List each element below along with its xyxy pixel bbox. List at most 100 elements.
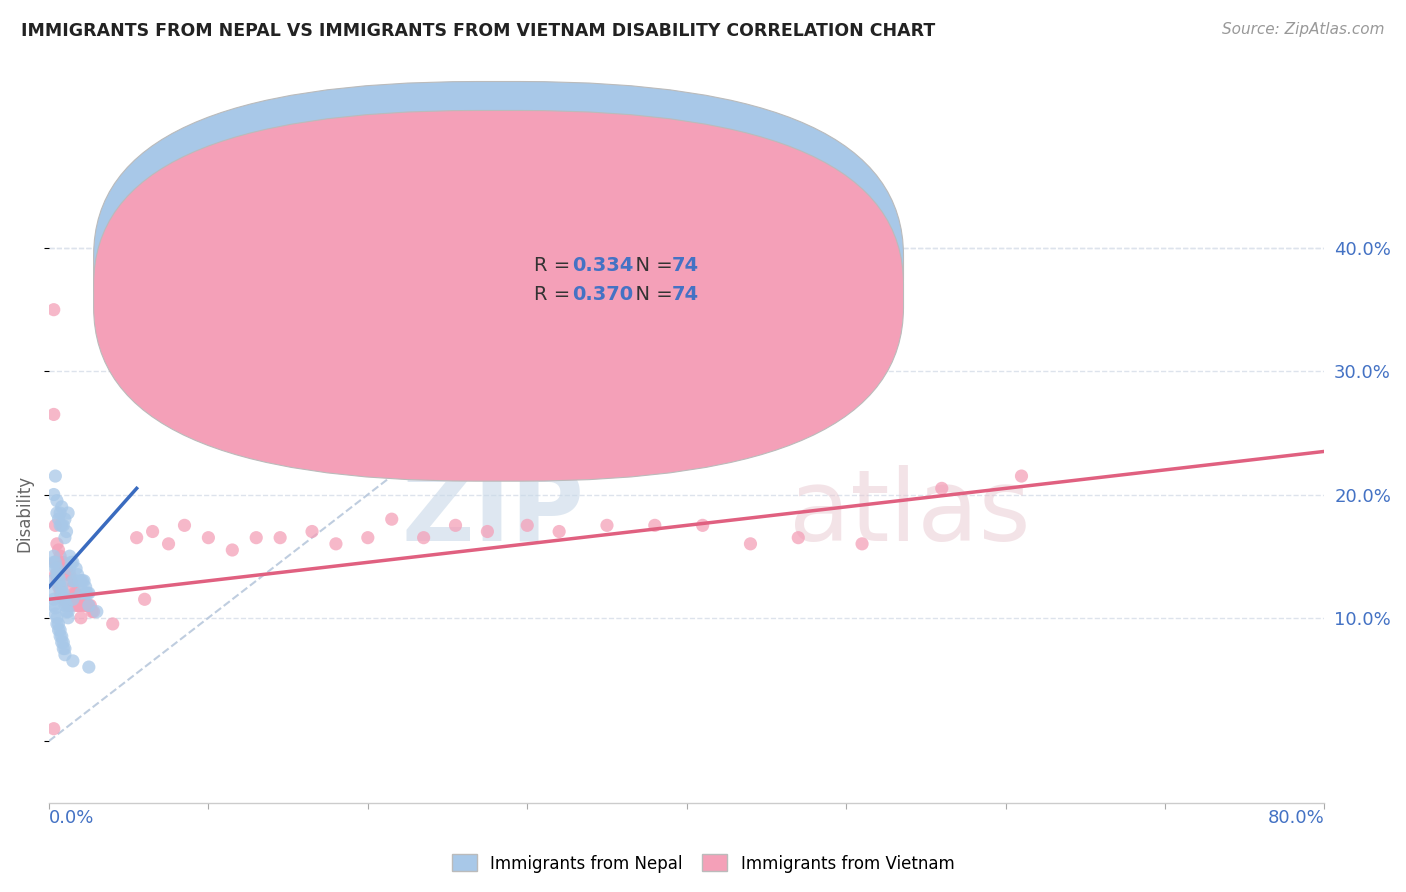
Point — [477, 524, 499, 539]
Point — [53, 599, 76, 613]
Point — [62, 555, 84, 569]
Text: ZIP: ZIP — [402, 465, 585, 562]
Point — [48, 580, 70, 594]
Point — [596, 518, 619, 533]
Point — [51, 586, 73, 600]
Point — [77, 599, 100, 613]
Point — [46, 537, 69, 551]
Point — [75, 580, 97, 594]
Point — [42, 549, 65, 563]
Point — [44, 607, 66, 621]
Point — [44, 469, 66, 483]
Point — [42, 555, 65, 569]
Point — [44, 555, 66, 569]
Point — [62, 574, 84, 588]
Point — [70, 599, 93, 613]
Point — [53, 512, 76, 526]
Point — [53, 531, 76, 545]
Point — [444, 518, 467, 533]
Point — [75, 599, 97, 613]
FancyBboxPatch shape — [94, 81, 904, 452]
Point — [44, 518, 66, 533]
Point — [787, 531, 810, 545]
Point — [46, 574, 69, 588]
Point — [60, 574, 83, 588]
Text: 0.334: 0.334 — [572, 256, 633, 275]
Point — [59, 592, 82, 607]
Point — [63, 574, 86, 588]
Point — [49, 506, 72, 520]
Point — [134, 592, 156, 607]
Point — [55, 561, 77, 575]
Point — [52, 641, 75, 656]
Point — [59, 561, 82, 575]
Text: N =: N = — [623, 285, 679, 303]
Point — [48, 623, 70, 637]
Text: Source: ZipAtlas.com: Source: ZipAtlas.com — [1222, 22, 1385, 37]
Point — [55, 605, 77, 619]
Point — [931, 482, 953, 496]
Text: 80.0%: 80.0% — [1268, 809, 1324, 827]
Point — [44, 601, 66, 615]
Point — [48, 543, 70, 558]
Point — [79, 599, 101, 613]
Point — [269, 531, 291, 545]
Point — [325, 537, 347, 551]
Point — [83, 605, 105, 619]
Point — [53, 592, 76, 607]
Y-axis label: Disability: Disability — [15, 475, 32, 551]
Point — [740, 537, 762, 551]
Point — [77, 599, 100, 613]
Point — [381, 512, 404, 526]
Point — [692, 518, 714, 533]
Point — [48, 567, 70, 582]
Point — [48, 574, 70, 588]
Point — [157, 537, 180, 551]
Point — [76, 599, 98, 613]
Text: 74: 74 — [672, 256, 699, 275]
Point — [60, 599, 83, 613]
Point — [44, 567, 66, 582]
Point — [46, 567, 69, 582]
Point — [245, 531, 267, 545]
Point — [55, 599, 77, 613]
Point — [51, 586, 73, 600]
Point — [72, 574, 94, 588]
Point — [41, 574, 63, 588]
Point — [49, 580, 72, 594]
Point — [101, 616, 124, 631]
Point — [142, 524, 165, 539]
Point — [65, 561, 87, 575]
Point — [46, 493, 69, 508]
Point — [51, 635, 73, 649]
Point — [59, 549, 82, 563]
Point — [46, 561, 69, 575]
Point — [46, 506, 69, 520]
Point — [62, 654, 84, 668]
Legend: Immigrants from Nepal, Immigrants from Vietnam: Immigrants from Nepal, Immigrants from V… — [444, 847, 962, 880]
Point — [56, 611, 79, 625]
Point — [65, 599, 87, 613]
Point — [56, 599, 79, 613]
Text: R =: R = — [534, 256, 576, 275]
Text: 0.370: 0.370 — [572, 285, 633, 303]
Point — [70, 586, 93, 600]
Point — [52, 635, 75, 649]
Point — [42, 302, 65, 317]
Point — [42, 599, 65, 613]
Point — [62, 580, 84, 594]
Text: R =: R = — [534, 285, 576, 303]
Point — [49, 574, 72, 588]
Point — [66, 599, 89, 613]
Point — [1011, 469, 1033, 483]
Point — [51, 580, 73, 594]
Point — [53, 648, 76, 662]
Point — [66, 567, 89, 582]
Text: 74: 74 — [672, 285, 699, 303]
Point — [77, 586, 100, 600]
Point — [51, 555, 73, 569]
Point — [52, 592, 75, 607]
Text: atlas: atlas — [789, 465, 1031, 562]
Point — [49, 629, 72, 643]
Point — [65, 586, 87, 600]
